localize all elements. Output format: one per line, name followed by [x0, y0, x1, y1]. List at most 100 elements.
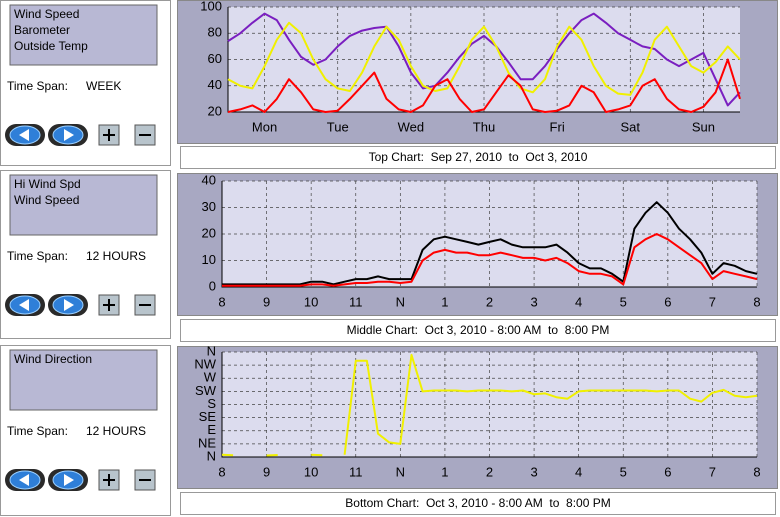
y-tick-label: W — [204, 370, 217, 385]
time-span: 12 HOURS — [86, 249, 146, 263]
data-line — [222, 201, 758, 286]
chart-caption: Middle Chart: Oct 3, 2010 - 8:00 AM to 8… — [347, 323, 610, 337]
x-tick-label: 7 — [709, 464, 716, 479]
arrow-icon[interactable] — [19, 129, 29, 141]
forward-button[interactable] — [48, 294, 88, 316]
y-tick-label: 80 — [208, 25, 222, 40]
x-tick-label: 7 — [709, 294, 716, 309]
forward-button[interactable] — [48, 469, 88, 491]
arrow-icon[interactable] — [64, 474, 74, 486]
plus-icon[interactable] — [103, 299, 115, 311]
zoom-in-button[interactable] — [98, 469, 120, 491]
data-line — [227, 12, 741, 107]
x-tick-label: 5 — [620, 294, 627, 309]
time-span: 12 HOURS — [86, 424, 146, 438]
time-span-label: Time Span: — [7, 249, 68, 263]
list-box[interactable] — [9, 349, 158, 411]
list-item[interactable]: Hi Wind Spd — [14, 177, 81, 191]
list-item[interactable]: Wind Speed — [14, 193, 79, 207]
zoom-in-button[interactable] — [98, 124, 120, 146]
x-tick-label: 10 — [304, 294, 318, 309]
y-tick-label: S — [207, 396, 216, 411]
y-tick-label: E — [207, 422, 216, 437]
y-tick-label: 40 — [202, 172, 216, 187]
x-tick-label: 3 — [530, 294, 537, 309]
time-span-label: Time Span: — [7, 424, 68, 438]
x-tick-label: 9 — [263, 294, 270, 309]
zoom-out-button[interactable] — [134, 469, 156, 491]
x-tick-label: Fri — [550, 119, 565, 134]
list-item[interactable]: Barometer — [14, 23, 70, 37]
caption-box — [180, 319, 776, 342]
back-button[interactable] — [5, 124, 45, 146]
y-tick-label: NE — [198, 435, 216, 450]
list-item[interactable]: Wind Speed — [14, 7, 79, 21]
y-tick-label: 30 — [202, 199, 216, 214]
y-tick-label: 60 — [208, 51, 222, 66]
y-tick-label: 20 — [202, 225, 216, 240]
x-tick-label: Sat — [621, 119, 641, 134]
forward-button[interactable] — [48, 124, 88, 146]
zoom-out-button[interactable] — [134, 294, 156, 316]
list-box[interactable] — [9, 174, 158, 236]
y-tick-label: 0 — [209, 278, 216, 293]
x-tick-label: 8 — [753, 464, 760, 479]
y-tick-label: NW — [194, 357, 216, 372]
back-button[interactable] — [5, 294, 45, 316]
x-tick-label: 6 — [664, 294, 671, 309]
x-tick-label: Thu — [473, 119, 495, 134]
data-line — [227, 58, 741, 113]
caption-box — [180, 146, 776, 169]
zoom-in-button[interactable] — [98, 294, 120, 316]
back-button[interactable] — [5, 469, 45, 491]
x-tick-label: 9 — [263, 464, 270, 479]
x-tick-label: 10 — [304, 464, 318, 479]
x-tick-label: 1 — [441, 294, 448, 309]
y-tick-label: N — [207, 343, 216, 358]
x-tick-label: Tue — [327, 119, 349, 134]
chart-caption: Top Chart: Sep 27, 2010 to Oct 3, 2010 — [369, 150, 588, 164]
arrow-icon[interactable] — [64, 129, 74, 141]
data-line — [227, 21, 741, 96]
x-tick-label: N — [396, 294, 405, 309]
y-tick-label: SE — [199, 409, 217, 424]
x-tick-label: N — [396, 464, 405, 479]
arrow-icon[interactable] — [19, 299, 29, 311]
y-tick-label: 20 — [208, 103, 222, 118]
list-box[interactable] — [9, 4, 158, 66]
x-tick-label: Sun — [692, 119, 715, 134]
x-tick-label: Wed — [398, 119, 425, 134]
caption-box — [180, 492, 776, 515]
x-tick-label: 2 — [486, 464, 493, 479]
plus-icon[interactable] — [103, 129, 115, 141]
data-line — [222, 233, 758, 287]
x-tick-label: 8 — [218, 294, 225, 309]
y-tick-label: 40 — [208, 77, 222, 92]
y-tick-label: 100 — [200, 0, 222, 13]
y-tick-label: SW — [195, 383, 217, 398]
data-line — [221, 353, 758, 457]
axis-line — [221, 181, 757, 288]
x-tick-label: 8 — [753, 294, 760, 309]
time-span-label: Time Span: — [7, 79, 68, 93]
x-tick-label: 4 — [575, 294, 582, 309]
x-tick-label: 3 — [530, 464, 537, 479]
x-tick-label: 11 — [349, 294, 363, 309]
x-tick-label: 6 — [664, 464, 671, 479]
plus-icon[interactable] — [103, 474, 115, 486]
x-tick-label: 4 — [575, 464, 582, 479]
zoom-out-button[interactable] — [134, 124, 156, 146]
chart-caption: Bottom Chart: Oct 3, 2010 - 8:00 AM to 8… — [345, 496, 610, 510]
arrow-icon[interactable] — [19, 474, 29, 486]
x-tick-label: 8 — [218, 464, 225, 479]
x-tick-label: 5 — [620, 464, 627, 479]
y-tick-label: 10 — [202, 252, 216, 267]
time-span: WEEK — [86, 79, 121, 93]
y-tick-label: N — [207, 448, 216, 463]
axis-line — [221, 352, 757, 458]
x-tick-label: 11 — [349, 464, 363, 479]
arrow-icon[interactable] — [64, 299, 74, 311]
list-item[interactable]: Wind Direction — [14, 352, 92, 366]
list-item[interactable]: Outside Temp — [14, 39, 88, 53]
